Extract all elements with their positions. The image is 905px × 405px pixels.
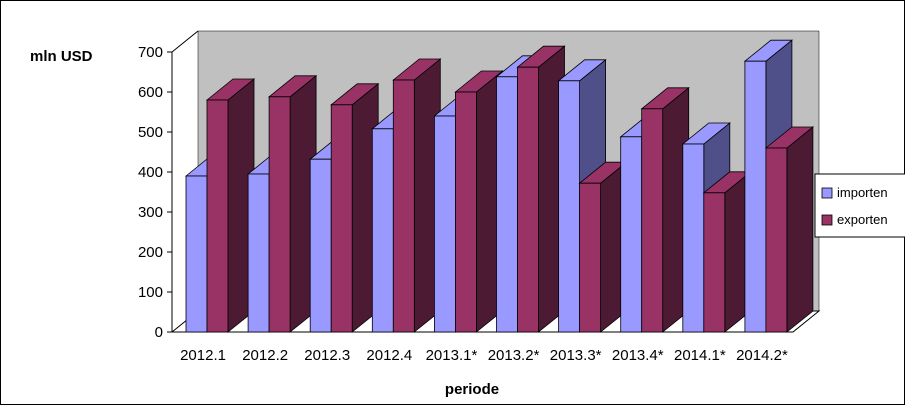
x-tick-label: 2012.4 xyxy=(366,347,412,364)
bar-exporten-9 xyxy=(764,126,815,333)
bar-exporten-8 xyxy=(702,170,752,333)
bar-front xyxy=(496,76,518,333)
bar-front xyxy=(558,80,580,333)
legend: importen exporten xyxy=(814,173,905,238)
bar-front xyxy=(641,108,664,333)
bar-exporten-7 xyxy=(640,86,690,333)
bar-exporten-1 xyxy=(267,74,318,333)
bar-front xyxy=(330,104,353,333)
x-tick-label: 2013.3* xyxy=(550,347,602,364)
bar-front xyxy=(185,175,208,333)
bar-front xyxy=(765,147,788,333)
x-tick-label: 2014.2* xyxy=(736,347,788,364)
bar-front xyxy=(392,79,415,333)
bar-exporten-4 xyxy=(454,70,504,333)
legend-box xyxy=(814,173,905,238)
y-tick-label: 700 xyxy=(138,44,163,61)
bar-front xyxy=(682,143,705,333)
bar-exporten-2 xyxy=(330,82,380,333)
bar-front xyxy=(620,136,643,333)
legend-label-exporten: exporten xyxy=(837,212,888,227)
legend-swatch-exporten xyxy=(821,214,833,226)
bar-exporten-6 xyxy=(578,161,628,333)
legend-swatch-importen xyxy=(821,187,833,199)
x-tick-label: 2012.3 xyxy=(304,347,350,364)
bar-front xyxy=(517,66,539,333)
bar-front xyxy=(268,96,291,333)
x-axis-tick-labels: 2012.1 2012.2 2012.3 2012.4 2013.1* 2013.2* 20… xyxy=(180,347,788,364)
bar-front xyxy=(371,128,394,333)
y-tick-label: 500 xyxy=(138,124,163,141)
x-tick-label: 2013.2* xyxy=(488,347,540,364)
bar-front xyxy=(579,182,601,333)
x-tick-label: 2012.2 xyxy=(242,347,288,364)
bar-front xyxy=(206,99,229,333)
bar-front xyxy=(454,91,477,333)
y-tick-label: 100 xyxy=(138,284,163,301)
bar-front xyxy=(433,115,456,333)
bars xyxy=(184,39,815,333)
y-axis-title: mln USD xyxy=(30,48,93,65)
y-tick-label: 0 xyxy=(155,324,163,341)
bar-side xyxy=(786,126,814,333)
y-axis: 0 100 200 300 400 500 600 700 xyxy=(138,30,199,341)
bar-front xyxy=(309,158,332,333)
bar-front xyxy=(703,192,726,333)
y-tick-label: 400 xyxy=(138,164,163,181)
bar-exporten-3 xyxy=(392,58,442,333)
bar-exporten-5 xyxy=(516,45,566,333)
x-tick-label: 2013.1* xyxy=(426,347,478,364)
y-tick-label: 200 xyxy=(138,244,163,261)
x-tick-label: 2013.4* xyxy=(612,347,664,364)
x-tick-label: 2014.1* xyxy=(674,347,726,364)
bar-front xyxy=(744,60,767,333)
y-axis-depth-line xyxy=(171,30,199,53)
y-tick-label: 300 xyxy=(138,204,163,221)
x-tick-label: 2012.1 xyxy=(180,347,226,364)
x-axis-title: periode xyxy=(445,381,499,398)
legend-label-importen: importen xyxy=(837,185,888,200)
y-tick-label: 600 xyxy=(138,84,163,101)
bar-exporten-0 xyxy=(205,78,256,333)
bar-front xyxy=(247,173,270,333)
